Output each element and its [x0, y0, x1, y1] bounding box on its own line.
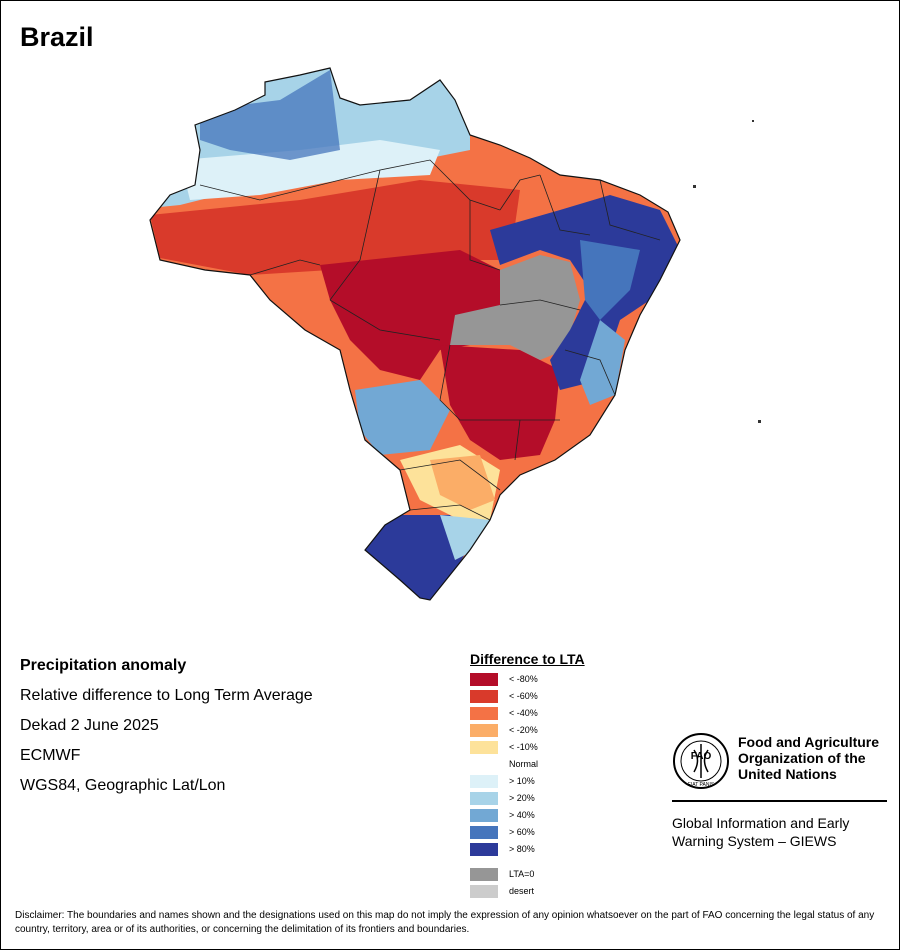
- giews-line2: Warning System – GIEWS: [672, 833, 837, 849]
- giews-line1: Global Information and Early: [672, 815, 850, 831]
- legend-swatch: [470, 826, 498, 839]
- legend-label: < -60%: [509, 691, 538, 701]
- legend-item: < -20%: [470, 722, 585, 739]
- island: [758, 420, 761, 423]
- legend-swatch: [470, 690, 498, 703]
- southeast-deep-dry: [440, 345, 560, 460]
- svg-text:FAO: FAO: [691, 751, 712, 762]
- legend: Difference to LTA < -80% < -60% < -40% < -2…: [470, 651, 585, 900]
- legend-swatch: [470, 792, 498, 805]
- disclaimer: Disclaimer: The boundaries and names sho…: [15, 910, 875, 935]
- legend-item: > 60%: [470, 824, 585, 841]
- fao-name-line3: United Nations: [738, 766, 837, 782]
- legend-label: < -80%: [509, 674, 538, 684]
- fao-divider: [672, 800, 887, 802]
- legend-item: desert: [470, 883, 585, 900]
- east-coast-light: [580, 320, 625, 405]
- legend-item: < -40%: [470, 705, 585, 722]
- south-orange-band: [430, 455, 495, 510]
- legend-label: > 40%: [509, 810, 535, 820]
- lta-zero-region: [450, 255, 580, 360]
- fao-name-line2: Organization of the: [738, 750, 866, 766]
- legend-swatch: [470, 809, 498, 822]
- fao-name-line1: Food and Agriculture: [738, 734, 880, 750]
- south-transition: [440, 515, 490, 560]
- legend-item: > 40%: [470, 807, 585, 824]
- legend-label: < -10%: [509, 742, 538, 752]
- info-source: ECMWF: [20, 747, 81, 764]
- legend-classes: < -80% < -60% < -40% < -20% < -10% Normal > 10…: [470, 671, 585, 858]
- legend-item: < -60%: [470, 688, 585, 705]
- legend-label: > 10%: [509, 776, 535, 786]
- fao-logo-icon: FAO FIAT PANIS: [673, 733, 729, 789]
- legend-extra: LTA=0 desert: [470, 866, 585, 900]
- legend-label: < -40%: [509, 708, 538, 718]
- info-subtitle: Relative difference to Long Term Average: [20, 687, 313, 704]
- legend-title: Difference to LTA: [470, 651, 585, 667]
- legend-item: < -80%: [470, 671, 585, 688]
- state-boundaries: [199, 159, 661, 521]
- legend-item: > 80%: [470, 841, 585, 858]
- legend-swatch: [470, 868, 498, 881]
- northeast-mid-wet: [580, 240, 640, 320]
- legend-item: < -10%: [470, 739, 585, 756]
- island: [693, 185, 696, 188]
- svg-text:FIAT PANIS: FIAT PANIS: [688, 782, 715, 788]
- legend-swatch: [470, 741, 498, 754]
- legend-swatch: [470, 775, 498, 788]
- fao-organization-name: Food and Agriculture Organization of the…: [738, 734, 879, 782]
- legend-label: > 60%: [509, 827, 535, 837]
- map-info-block: Precipitation anomaly Relative differenc…: [20, 656, 313, 806]
- amazon-dry-band: [150, 180, 520, 275]
- northeast-wet-region: [490, 195, 680, 390]
- info-projection: WGS84, Geographic Lat/Lon: [20, 777, 226, 794]
- north-light-band: [180, 140, 440, 200]
- info-heading: Precipitation anomaly: [20, 657, 187, 674]
- legend-label: desert: [509, 886, 535, 896]
- legend-swatch: [470, 885, 498, 898]
- legend-swatch: [470, 707, 498, 720]
- info-period: Dekad 2 June 2025: [20, 717, 159, 734]
- legend-item: > 20%: [470, 790, 585, 807]
- brazil-anomaly-map: [149, 67, 761, 601]
- southwest-mixed: [355, 380, 450, 455]
- legend-label: < -20%: [509, 725, 538, 735]
- island: [752, 120, 754, 122]
- northwest-blue-patch: [200, 70, 340, 160]
- legend-swatch: [470, 673, 498, 686]
- map-title: Brazil: [20, 22, 94, 52]
- legend-label: > 80%: [509, 844, 535, 854]
- legend-swatch: [470, 843, 498, 856]
- giews-name: Global Information and Early Warning Sys…: [672, 814, 849, 850]
- legend-swatch: [470, 724, 498, 737]
- legend-item: LTA=0: [470, 866, 585, 883]
- legend-item: Normal: [470, 756, 585, 773]
- legend-item: > 10%: [470, 773, 585, 790]
- legend-label: Normal: [509, 759, 539, 769]
- legend-label: > 20%: [509, 793, 535, 803]
- legend-label: LTA=0: [509, 869, 535, 879]
